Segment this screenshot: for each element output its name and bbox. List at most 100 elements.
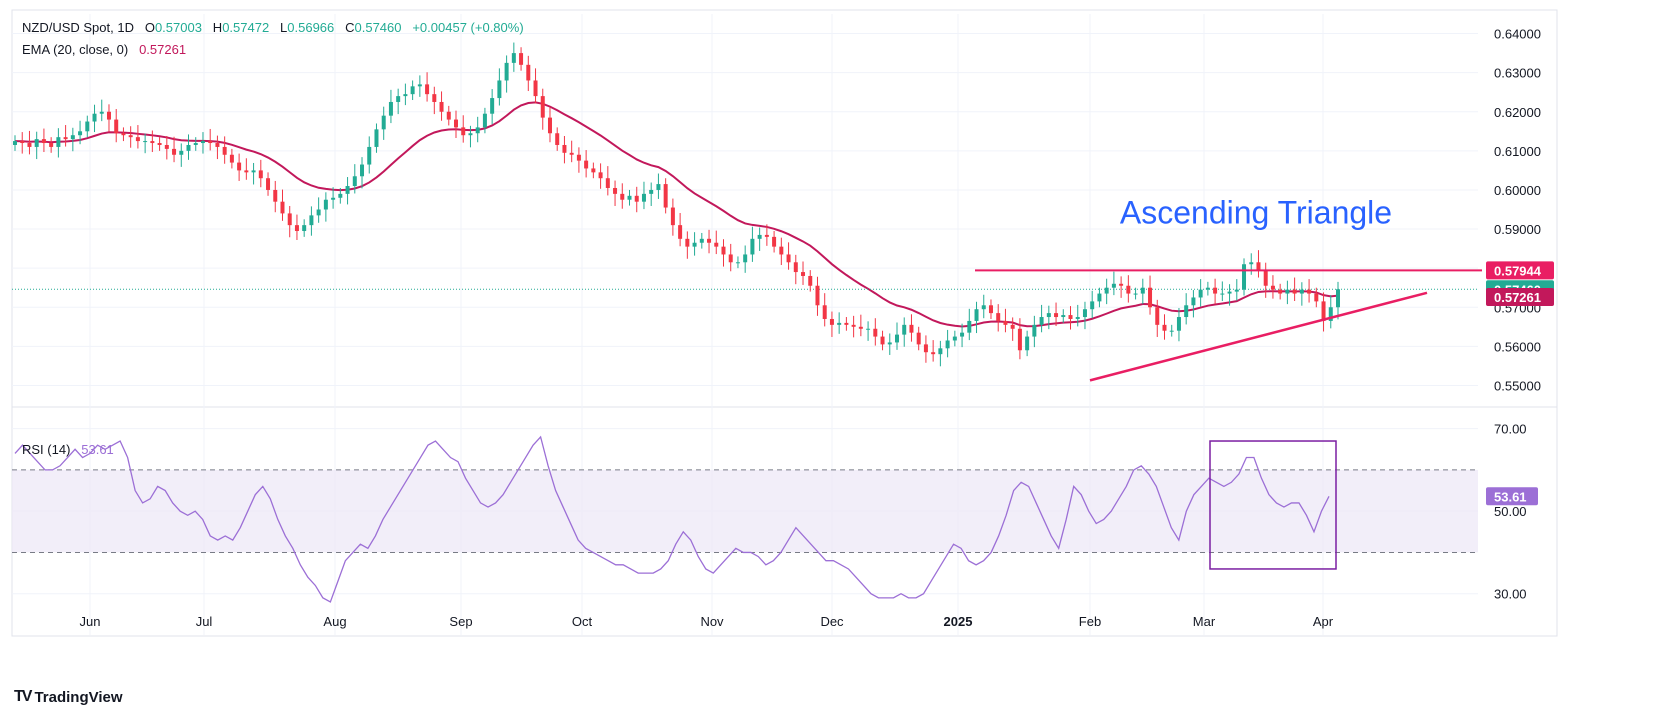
candle-body [186,144,191,151]
candle-body [1104,287,1109,294]
candle-body [1017,328,1022,351]
candle-body [345,186,350,194]
rsi-last-badge [1486,487,1538,506]
candle-body [1184,305,1189,318]
candle-body [34,139,39,147]
candle-body [1003,320,1008,325]
time-tick-label: Sep [449,614,472,629]
candle-body [837,322,842,325]
candle-body [707,238,712,243]
ema-legend: EMA (20, close, 0) 0.57261 [22,42,186,57]
candle-body [1205,287,1210,290]
candle-body [475,127,480,134]
tradingview-name: TradingView [34,688,123,706]
candle-body [931,352,936,355]
candle-body [576,154,581,161]
high-value: 0.57472 [222,20,270,35]
candle-body [895,334,899,343]
candle-body [1169,330,1174,332]
candle-body [1090,301,1095,310]
candle-body [735,262,740,264]
candle-body [425,84,430,95]
rsi-tick-label: 50.00 [1494,504,1527,519]
candle-body [222,146,227,155]
candle-body [540,96,545,118]
trend-drawings: Ascending Triangle [975,194,1482,570]
candle-body [63,137,68,140]
candle-body [1039,317,1044,325]
candle-body [1068,315,1073,319]
candle-body [721,246,726,255]
candle-body [981,305,986,310]
candle-body [1061,315,1066,318]
candle-body [649,189,654,194]
candle-body [396,96,401,102]
candle-body [786,254,791,263]
candle-body [750,238,755,255]
rsi-tick-label: 30.00 [1494,587,1527,602]
candle-body [627,195,632,200]
ema-series [12,101,1478,328]
candle-body [164,144,169,149]
candle-body [99,111,104,114]
candle-body [1032,324,1037,337]
candle-body [323,199,328,210]
candle-body [613,187,618,194]
candle-body [1133,293,1138,295]
candle-body [1162,324,1167,331]
candle-body [237,162,242,171]
price-tick-label: 0.55000 [1494,378,1541,393]
candle-body [468,133,473,136]
candle-body [988,305,993,314]
price-label-badge [1486,261,1554,280]
candle-body [1111,283,1116,288]
candle-body [663,184,668,208]
candle-body [562,144,567,153]
candle-body [497,80,502,99]
candle-body [1010,324,1015,329]
candle-body [1328,307,1333,321]
candle-body [1321,301,1326,321]
close-label: C [345,20,355,35]
candle-body [670,207,675,226]
candle-body [114,119,119,134]
time-tick-label: Jun [80,614,101,629]
candle-body [887,342,892,345]
candle-body [352,176,357,187]
candle-body [801,272,806,276]
candle-body [121,133,126,136]
candle-body [533,80,538,97]
ema-label: EMA (20, close, 0) [22,42,129,57]
tradingview-logo[interactable]: TV TradingView [14,688,123,706]
candle-body [858,326,863,329]
candle-body [432,94,437,102]
candle-body [634,195,639,202]
candle-body [620,193,625,200]
candle-body [1213,287,1218,294]
candle-body [829,318,834,325]
candle-body [78,131,83,136]
candle-body [410,86,415,95]
candle-body [656,184,661,190]
price-tick-label: 0.62000 [1494,105,1541,120]
candle-body [1256,262,1261,271]
candle-body [591,168,596,173]
candle-body [1054,313,1059,318]
candle-body [143,141,148,143]
price-label-badge [1486,288,1554,307]
candle-body [172,148,177,155]
candle-body [728,254,733,263]
candle-body [822,305,827,319]
candle-body [157,143,162,145]
candle-body [504,62,509,81]
change-value: +0.00457 (+0.80%) [412,20,524,35]
candle-body [714,242,719,247]
candle-body [772,236,777,247]
candle-body [200,141,205,144]
candle-body [461,127,466,136]
candle-body [1242,264,1247,290]
candle-body [381,115,386,130]
price-tick-label: 0.64000 [1494,27,1541,42]
candle-body [128,135,133,138]
candle-body [1140,287,1145,294]
